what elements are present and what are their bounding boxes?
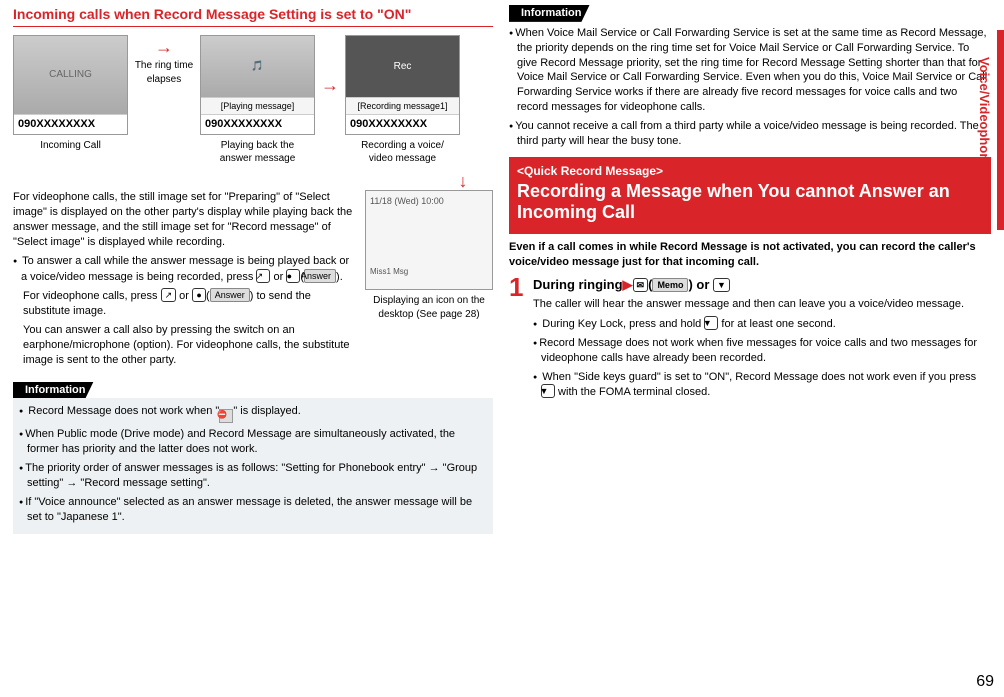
arrow-label2: elapses — [147, 73, 181, 87]
down-key-icon2: ▼ — [704, 316, 718, 330]
step-b3: When "Side keys guard" is set to "ON", R… — [533, 370, 991, 401]
phone-number2: 090XXXXXXXX — [201, 114, 314, 134]
arrow-ringtime: → The ring time elapses — [134, 35, 194, 86]
info-bullet4: If "Voice announce" selected as an answe… — [19, 495, 487, 525]
memo-label: Memo — [652, 278, 688, 292]
phone-number3: 090XXXXXXXX — [346, 114, 459, 134]
desktop-caption: Displaying an icon on thedesktop (See pa… — [365, 294, 493, 321]
info-r-bullet1: When Voice Mail Service or Call Forwardi… — [509, 26, 991, 115]
phone-label: [Playing message] — [201, 97, 314, 114]
step-b2: Record Message does not work when five m… — [533, 336, 991, 366]
disabled-icon: ⛔ — [219, 409, 233, 423]
qrm-lead: Even if a call comes in while Record Mes… — [509, 240, 991, 270]
phone-label3: [Recording message1] — [346, 97, 459, 114]
info-bullet2: When Public mode (Drive mode) and Record… — [19, 427, 487, 457]
information-box-right: When Voice Mail Service or Call Forwardi… — [509, 26, 991, 149]
center-key-icon: ● — [286, 269, 300, 283]
qrm-tag: <Quick Record Message> — [517, 163, 983, 179]
phone-screenshot-playing: 🎵 [Playing message] 090XXXXXXXX — [200, 35, 315, 135]
step-b1: During Key Lock, press and hold ▼ for at… — [533, 316, 991, 332]
desktop-screenshot: 11/18 (Wed) 10:00 Miss1 Msg — [365, 190, 493, 290]
caption-recording: Recording a voice/video message — [345, 139, 460, 166]
earphone-sub: You can answer a call also by pressing t… — [13, 323, 357, 368]
caption-playing: Playing back theanswer message — [200, 139, 315, 166]
information-label-right: Information — [509, 5, 590, 22]
videophone-sub: For videophone calls, press ↗ or ●(Answe… — [13, 288, 357, 319]
phone-screenshot-incoming: CALLING 090XXXXXXXX — [13, 35, 128, 135]
caption-incoming: Incoming Call — [13, 139, 128, 166]
phone-img-top: CALLING — [14, 36, 127, 114]
quick-record-header: <Quick Record Message> Recording a Messa… — [509, 157, 991, 234]
qrm-title: Recording a Message when You cannot Answ… — [517, 181, 983, 224]
section-side-tab: Voice/Videophone Calls — [984, 30, 1004, 230]
arrow-label: The ring time — [135, 59, 193, 73]
section-heading: Incoming calls when Record Message Setti… — [13, 5, 493, 27]
page-number: 69 — [976, 671, 994, 693]
diagram-row: CALLING 090XXXXXXXX → The ring time elap… — [13, 35, 493, 135]
answer-bullet: To answer a call while the answer messag… — [13, 254, 357, 285]
step-p1: The caller will hear the answer message … — [533, 297, 991, 312]
phone-number: 090XXXXXXXX — [14, 114, 127, 134]
info-bullet3: The priority order of answer messages is… — [19, 461, 487, 491]
mail-key-icon: ✉ — [633, 278, 649, 292]
call-key-icon: ↗ — [256, 269, 270, 283]
information-label: Information — [13, 382, 94, 399]
answer-label: Answer — [304, 269, 336, 283]
down-key-icon3: ▼ — [541, 384, 555, 398]
arrow-right-icon2: → — [321, 76, 339, 94]
information-box: Record Message does not work when "⛔" is… — [13, 398, 493, 534]
step-head: During ringing▶✉(Memo) or ▼ — [533, 276, 991, 294]
call-key-icon2: ↗ — [161, 288, 177, 302]
answer-label2: Answer — [210, 288, 250, 302]
arrow-right-icon: → — [155, 35, 173, 59]
info-bullet1: Record Message does not work when "⛔" is… — [19, 404, 487, 423]
step-1: 1 During ringing▶✉(Memo) or ▼ The caller… — [509, 276, 991, 405]
phone-screenshot-recording: Rec [Recording message1] 090XXXXXXXX — [345, 35, 460, 135]
phone-img-top3: Rec — [346, 36, 459, 97]
info-r-bullet2: You cannot receive a call from a third p… — [509, 119, 991, 149]
phone-img-top2: 🎵 — [201, 36, 314, 97]
down-key-icon: ▼ — [713, 278, 730, 292]
diagram-captions: Incoming Call Playing back theanswer mes… — [13, 139, 493, 166]
step-number: 1 — [509, 276, 529, 405]
center-key-icon2: ● — [192, 288, 206, 302]
arrow-down-icon: ↓ — [433, 174, 493, 188]
videophone-paragraph: For videophone calls, the still image se… — [13, 190, 357, 249]
